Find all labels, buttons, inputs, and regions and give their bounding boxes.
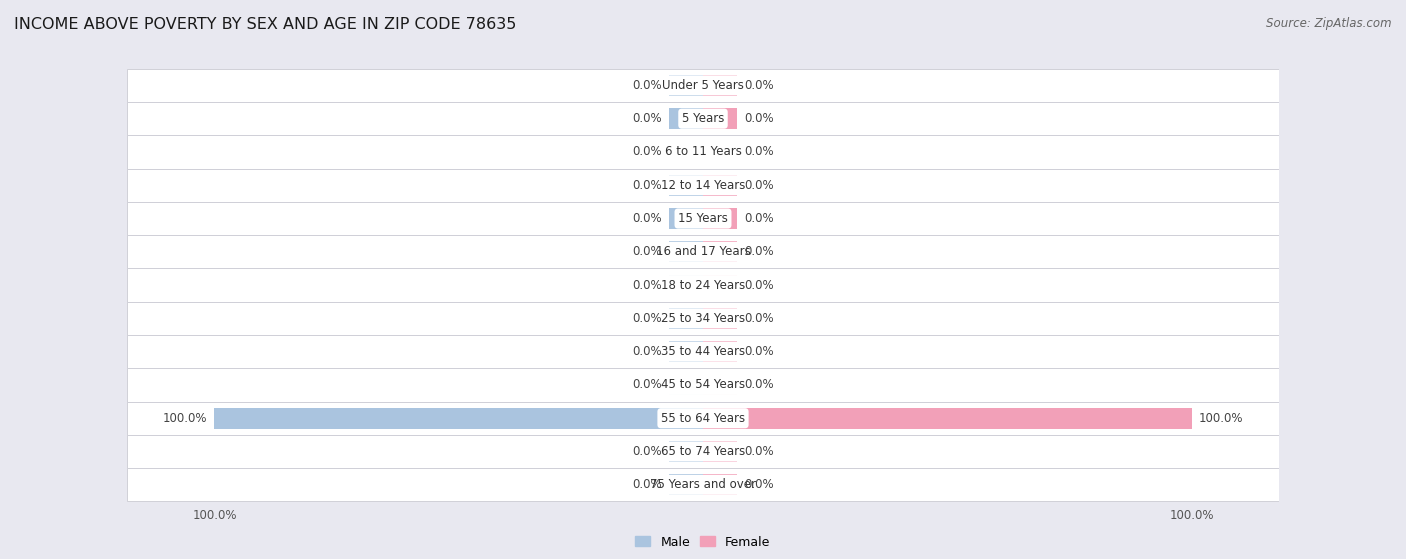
- Text: 0.0%: 0.0%: [745, 345, 775, 358]
- Text: 0.0%: 0.0%: [745, 445, 775, 458]
- Bar: [703, 441, 737, 462]
- Text: 100.0%: 100.0%: [1199, 412, 1243, 425]
- Bar: [703, 175, 737, 196]
- Bar: [703, 108, 737, 129]
- Bar: [669, 141, 703, 162]
- Text: 0.0%: 0.0%: [745, 278, 775, 292]
- Text: 0.0%: 0.0%: [631, 345, 661, 358]
- Bar: [703, 141, 737, 162]
- Bar: [669, 308, 703, 329]
- Bar: [127, 268, 1279, 302]
- Bar: [127, 302, 1279, 335]
- Bar: [127, 335, 1279, 368]
- Bar: [127, 102, 1279, 135]
- Bar: [669, 175, 703, 196]
- Bar: [703, 375, 737, 395]
- Bar: [127, 135, 1279, 169]
- Text: 0.0%: 0.0%: [631, 445, 661, 458]
- Bar: [703, 75, 737, 96]
- Text: 0.0%: 0.0%: [745, 179, 775, 192]
- Text: 0.0%: 0.0%: [745, 312, 775, 325]
- Bar: [127, 401, 1279, 435]
- Text: 75 Years and over: 75 Years and over: [650, 479, 756, 491]
- Text: 0.0%: 0.0%: [631, 112, 661, 125]
- Bar: [127, 368, 1279, 401]
- Bar: [127, 169, 1279, 202]
- Bar: [127, 69, 1279, 102]
- Bar: [703, 342, 737, 362]
- Text: 25 to 34 Years: 25 to 34 Years: [661, 312, 745, 325]
- Bar: [669, 475, 703, 495]
- Text: 0.0%: 0.0%: [631, 378, 661, 391]
- Text: 45 to 54 Years: 45 to 54 Years: [661, 378, 745, 391]
- Text: 0.0%: 0.0%: [631, 145, 661, 158]
- Text: 0.0%: 0.0%: [631, 79, 661, 92]
- Text: 0.0%: 0.0%: [745, 79, 775, 92]
- Text: 0.0%: 0.0%: [631, 179, 661, 192]
- Bar: [703, 475, 737, 495]
- Bar: [703, 208, 737, 229]
- Text: 0.0%: 0.0%: [631, 278, 661, 292]
- Legend: Male, Female: Male, Female: [630, 530, 776, 553]
- Bar: [127, 202, 1279, 235]
- Bar: [669, 275, 703, 295]
- Text: 100.0%: 100.0%: [163, 412, 207, 425]
- Text: 0.0%: 0.0%: [631, 245, 661, 258]
- Bar: [127, 468, 1279, 501]
- Text: 35 to 44 Years: 35 to 44 Years: [661, 345, 745, 358]
- Bar: [669, 208, 703, 229]
- Bar: [669, 441, 703, 462]
- Text: Source: ZipAtlas.com: Source: ZipAtlas.com: [1267, 17, 1392, 30]
- Bar: [669, 342, 703, 362]
- Text: 6 to 11 Years: 6 to 11 Years: [665, 145, 741, 158]
- Bar: [703, 241, 737, 262]
- Text: 5 Years: 5 Years: [682, 112, 724, 125]
- Text: 12 to 14 Years: 12 to 14 Years: [661, 179, 745, 192]
- Text: 0.0%: 0.0%: [631, 212, 661, 225]
- Text: 0.0%: 0.0%: [745, 145, 775, 158]
- Bar: [669, 241, 703, 262]
- Bar: [669, 108, 703, 129]
- Text: 16 and 17 Years: 16 and 17 Years: [655, 245, 751, 258]
- Text: 65 to 74 Years: 65 to 74 Years: [661, 445, 745, 458]
- Bar: [703, 408, 1191, 429]
- Bar: [703, 275, 737, 295]
- Text: 0.0%: 0.0%: [745, 112, 775, 125]
- Bar: [127, 235, 1279, 268]
- Bar: [127, 435, 1279, 468]
- Text: 0.0%: 0.0%: [745, 212, 775, 225]
- Text: 15 Years: 15 Years: [678, 212, 728, 225]
- Text: 0.0%: 0.0%: [745, 378, 775, 391]
- Bar: [215, 408, 703, 429]
- Text: 0.0%: 0.0%: [745, 245, 775, 258]
- Text: INCOME ABOVE POVERTY BY SEX AND AGE IN ZIP CODE 78635: INCOME ABOVE POVERTY BY SEX AND AGE IN Z…: [14, 17, 516, 32]
- Bar: [669, 75, 703, 96]
- Text: 0.0%: 0.0%: [745, 479, 775, 491]
- Text: 55 to 64 Years: 55 to 64 Years: [661, 412, 745, 425]
- Text: 18 to 24 Years: 18 to 24 Years: [661, 278, 745, 292]
- Text: Under 5 Years: Under 5 Years: [662, 79, 744, 92]
- Text: 0.0%: 0.0%: [631, 479, 661, 491]
- Bar: [703, 308, 737, 329]
- Text: 0.0%: 0.0%: [631, 312, 661, 325]
- Bar: [669, 375, 703, 395]
